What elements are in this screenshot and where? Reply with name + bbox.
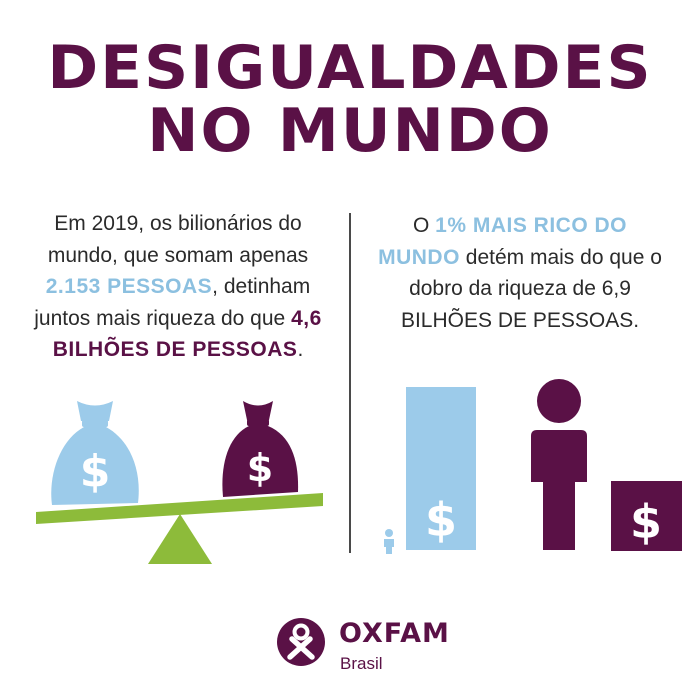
small-person-icon bbox=[384, 529, 394, 554]
right-statement: O 1% MAIS RICO DO MUNDO detém mais do qu… bbox=[372, 210, 668, 336]
wealth-bar-blue: $ bbox=[406, 387, 476, 550]
blue-bag-dollar-sign: $ bbox=[80, 446, 111, 497]
right-text-part-1: O bbox=[412, 214, 436, 237]
left-text-part-2: , detinham juntos mais riqueza do que bbox=[34, 275, 311, 330]
left-highlight-population: 4,6 BILHÕES DE PESSOAS bbox=[52, 306, 322, 362]
left-text-part-1: Em 2019, os bilionários do mundo, que so… bbox=[47, 212, 309, 267]
title-line-2: NO MUNDO bbox=[147, 96, 553, 166]
blue-money-bag-icon: $ bbox=[51, 401, 139, 505]
right-text-part-2: detém mais do que o dobro da riqueza de … bbox=[400, 245, 662, 332]
large-person-icon bbox=[531, 379, 587, 550]
purple-money-bag-icon: $ bbox=[222, 401, 299, 497]
brand-subtitle: Brasil bbox=[340, 654, 383, 673]
wealth-square-purple: $ bbox=[611, 481, 682, 551]
left-text-part-3: . bbox=[297, 338, 304, 361]
title-line-1: DESIGUALDADES bbox=[47, 33, 653, 103]
blue-bar-dollar-sign: $ bbox=[425, 493, 457, 547]
column-divider bbox=[349, 213, 351, 553]
right-highlight-richest: 1% MAIS RICO DO MUNDO bbox=[378, 214, 628, 269]
left-highlight-billionaires: 2.153 PESSOAS bbox=[45, 275, 213, 298]
scale-fulcrum-icon bbox=[148, 514, 212, 564]
purple-bag-dollar-sign: $ bbox=[247, 446, 273, 490]
oxfam-logo-icon bbox=[277, 618, 325, 666]
scale-beam-icon bbox=[36, 493, 323, 524]
left-statement: Em 2019, os bilionários do mundo, que so… bbox=[28, 208, 328, 366]
brand-name: OXFAM bbox=[339, 618, 450, 649]
purple-square-dollar-sign: $ bbox=[630, 495, 662, 549]
